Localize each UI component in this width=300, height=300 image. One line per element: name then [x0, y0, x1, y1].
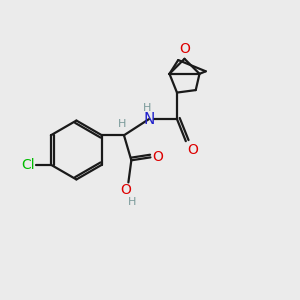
Text: O: O [179, 42, 190, 56]
Text: H: H [143, 103, 152, 112]
Text: H: H [128, 197, 136, 207]
Text: O: O [152, 150, 164, 164]
Text: Cl: Cl [21, 158, 35, 172]
Text: O: O [187, 142, 198, 157]
Text: O: O [121, 183, 131, 197]
Text: H: H [118, 119, 127, 129]
Text: N: N [143, 112, 155, 127]
